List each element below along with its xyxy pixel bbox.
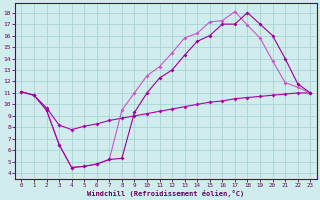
X-axis label: Windchill (Refroidissement éolien,°C): Windchill (Refroidissement éolien,°C)	[87, 190, 244, 197]
